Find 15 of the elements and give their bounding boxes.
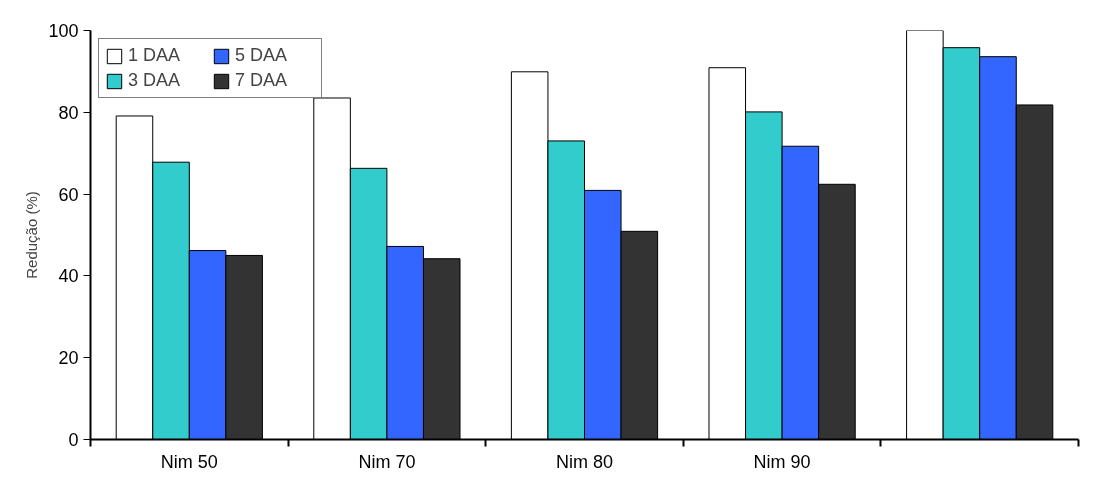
legend-label: 7 DAA — [235, 70, 289, 91]
y-tick-label: 80 — [58, 102, 79, 123]
y-tick-label: 40 — [58, 266, 79, 287]
legend-label: 5 DAA — [235, 45, 289, 66]
y-axis-title: Redução (%) — [23, 191, 41, 279]
legend-label: 3 DAA — [128, 70, 182, 91]
x-tick-label: Nim 80 — [555, 451, 614, 472]
y-tick-label: 0 — [68, 430, 79, 450]
y-tick-label: 60 — [58, 184, 79, 205]
x-tick-label: Nim 50 — [160, 451, 218, 472]
legend-label: 1 DAA — [128, 45, 182, 66]
y-tick-label: 100 — [48, 21, 79, 41]
x-tick-label: Nim 90 — [753, 451, 811, 472]
y-tick-label: 20 — [58, 348, 79, 369]
x-tick-label: Nim 70 — [358, 451, 416, 472]
